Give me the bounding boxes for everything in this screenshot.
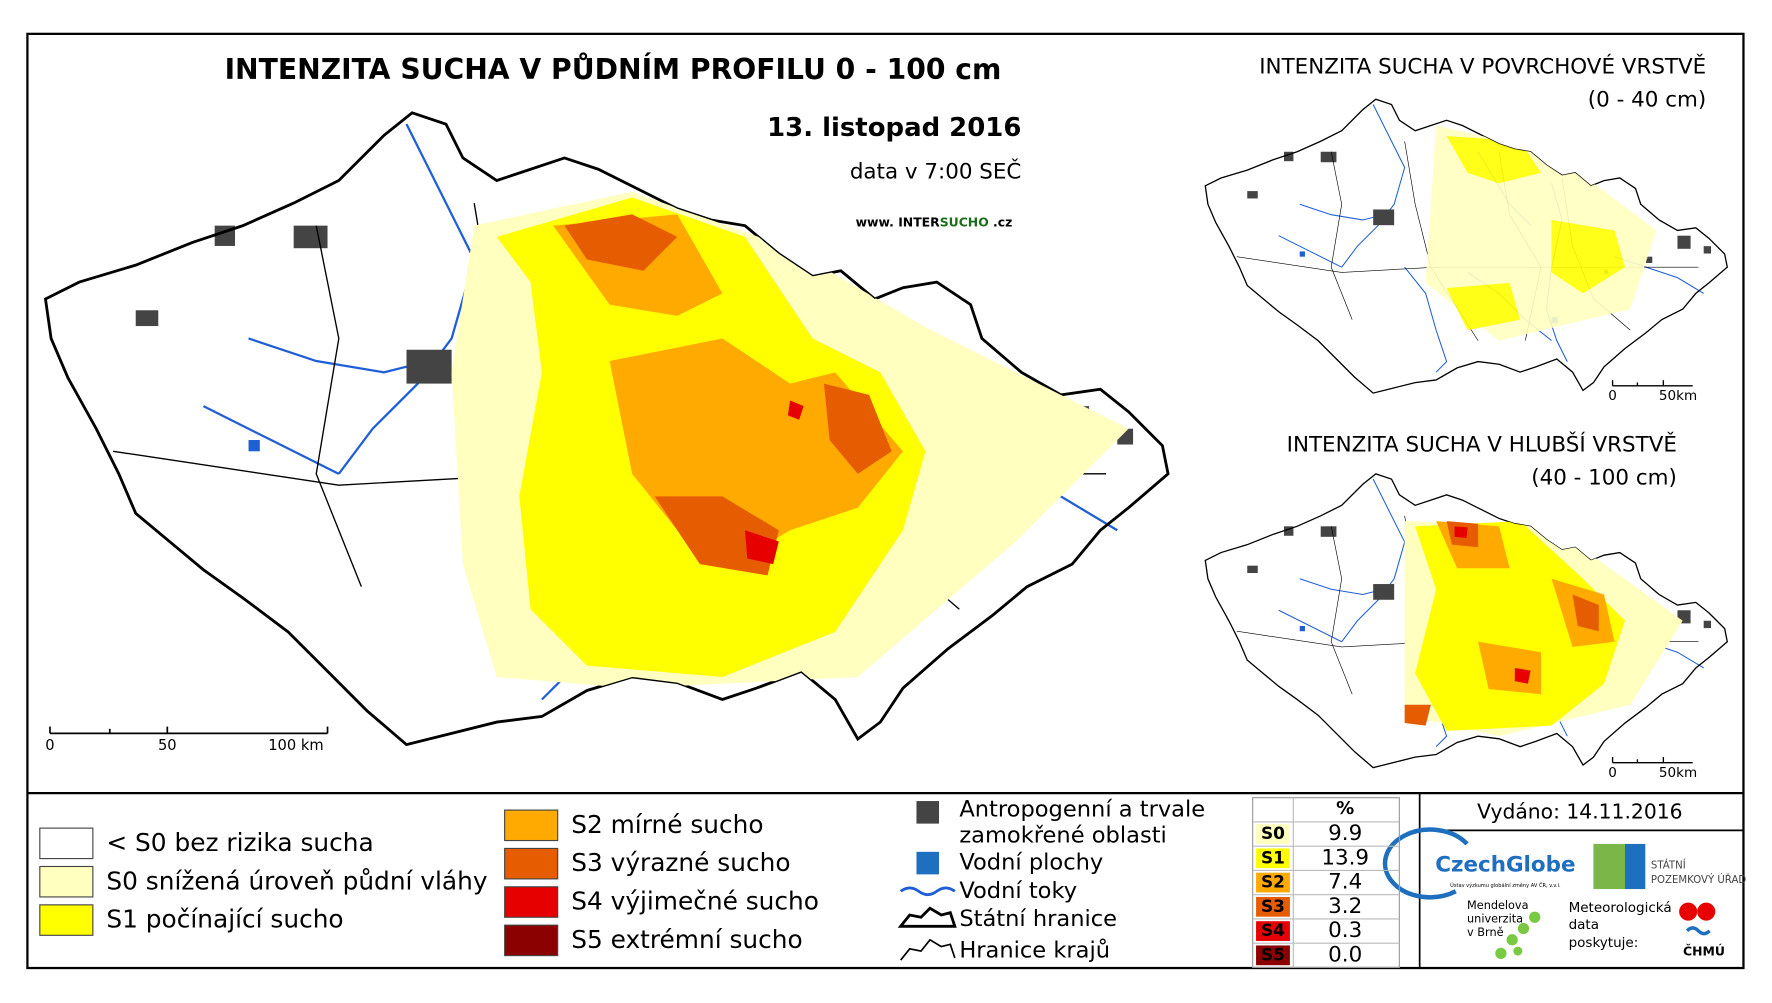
scale-label: 100 km: [268, 737, 323, 754]
scale-label: 0: [45, 737, 54, 754]
symbol-label: Antropogenní a trvale: [959, 797, 1205, 823]
legend-label: < S0 bez rizika sucha: [106, 828, 373, 857]
inset-subtitle: (0 - 40 cm): [1588, 87, 1706, 112]
scale-bar: [1611, 757, 1693, 764]
inset-subtitle: (40 - 100 cm): [1531, 465, 1677, 490]
symbol-icon: [897, 906, 957, 928]
spu-text: STÁTNÍ: [1651, 858, 1686, 871]
table-value: 3.2: [1328, 894, 1362, 919]
inset-map: [1205, 99, 1727, 393]
table-swatch: [1256, 896, 1290, 917]
website-part: www.: [856, 214, 899, 229]
website-part: INTER: [898, 214, 940, 229]
table-value: 9.9: [1328, 821, 1362, 846]
symbol-label: Vodní toky: [959, 878, 1077, 904]
legend-label: S5 extrémní sucho: [571, 925, 802, 954]
scale-bar: [49, 726, 329, 735]
chmu-logo-text: ČHMÚ: [1683, 944, 1725, 959]
mendelu-logo: [1495, 911, 1541, 959]
symbol-icon: [916, 801, 940, 824]
table-swatch: [1256, 945, 1290, 966]
issued-date: Vydáno: 14.11.2016: [1477, 799, 1682, 823]
legend-swatch: [504, 886, 559, 918]
table-header: %: [1336, 798, 1354, 819]
symbol-icon: [916, 851, 940, 875]
table-class: S3: [1261, 896, 1285, 916]
inset-map: [1205, 474, 1727, 768]
scale-label: 50km: [1659, 388, 1697, 404]
chmu-text: Meteorologická: [1569, 900, 1672, 916]
legend-swatch: [39, 904, 94, 936]
chmu-text: poskytuje:: [1569, 935, 1639, 951]
legend-label: S3 výrazné sucho: [571, 848, 790, 877]
legend-swatch: [39, 865, 94, 898]
scale-label: 0: [1608, 388, 1617, 404]
spu-text: POZEMKOVÝ ÚŘAD: [1651, 873, 1746, 886]
table-swatch: [1256, 921, 1290, 941]
legend-label: S0 snížená úroveň půdní vláhy: [106, 866, 487, 895]
spu-logo: [1624, 843, 1646, 890]
mendelu-text: univerzita: [1467, 913, 1523, 926]
inset-title: INTENZITA SUCHA V POVRCHOVÉ VRSTVĚ: [1259, 54, 1706, 80]
inset-title: INTENZITA SUCHA V HLUBŠÍ VRSTVĚ: [1287, 432, 1677, 458]
symbol-icon: [899, 886, 956, 897]
table-swatch: [1256, 824, 1290, 844]
legend-swatch: [39, 827, 94, 860]
main-map: [45, 113, 1168, 745]
czechglobe-logo: CzechGlobe: [1435, 852, 1575, 877]
table-class: S4: [1261, 920, 1285, 940]
website-part: .cz: [989, 214, 1013, 229]
table-swatch: [1256, 848, 1290, 869]
spu-logo: [1593, 843, 1625, 890]
symbol-label: Státní hranice: [959, 906, 1117, 932]
legend-swatch: [504, 847, 559, 880]
table-value: 0.3: [1328, 918, 1362, 943]
table-value: 13.9: [1321, 845, 1369, 870]
mendelu-text: Mendelova: [1467, 899, 1528, 912]
main-title: INTENZITA SUCHA V PŮDNÍM PROFILU 0 - 100…: [225, 52, 1002, 86]
legend: < S0 bez rizika sucha S0 snížená úroveň p…: [39, 797, 1400, 969]
table-value: 7.4: [1328, 870, 1362, 895]
table-class: S1: [1261, 847, 1285, 867]
scale-label: 50: [158, 737, 177, 754]
website-part: SUCHO: [940, 214, 989, 229]
symbol-label: Hranice krajů: [959, 937, 1110, 964]
legend-swatch: [504, 809, 559, 842]
table-swatch: [1256, 872, 1290, 893]
mendelu-text: v Brně: [1467, 926, 1504, 939]
table-frame: [1252, 797, 1400, 969]
table-value: 0.0: [1328, 942, 1362, 967]
symbol-label: zamokřené oblasti: [959, 823, 1166, 849]
table-class: S5: [1261, 944, 1285, 964]
legend-label: S1 počínající sucho: [106, 905, 343, 934]
scale-label: 50km: [1659, 765, 1697, 781]
scale-label: 0: [1608, 765, 1617, 781]
map-date: 13. listopad 2016: [767, 113, 1021, 143]
chmu-text: data: [1569, 917, 1599, 933]
symbol-icon: [900, 938, 956, 961]
czechglobe-subtitle: Ústav výzkumu globální změny AV ČR, v.v.…: [1450, 882, 1561, 889]
chmu-logo: [1679, 902, 1716, 936]
legend-label: S4 výjimečné sucho: [571, 887, 819, 916]
czechglobe-arc: [1382, 827, 1469, 900]
scale-bar: [1611, 380, 1693, 387]
symbol-label: Vodní plochy: [959, 850, 1103, 876]
website: www. INTERSUCHO .cz: [856, 214, 1013, 229]
legend-label: S2 mírné sucho: [571, 810, 763, 839]
table-class: S0: [1261, 823, 1285, 843]
map-time: data v 7:00 SEČ: [850, 159, 1022, 185]
table-class: S2: [1261, 872, 1285, 892]
legend-swatch: [504, 924, 559, 957]
